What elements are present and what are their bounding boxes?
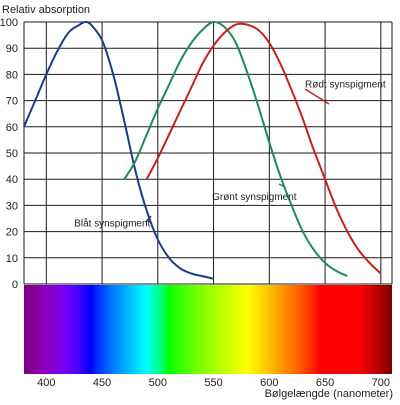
series-annotation: Grønt synspigment: [212, 192, 297, 203]
y-tick-label: 0: [12, 279, 18, 291]
y-tick-label: 50: [6, 148, 18, 160]
x-tick-label: 600: [260, 377, 278, 389]
y-axis-title: Relativ absorption: [2, 4, 90, 16]
blue-pigment-curve: [23, 20, 214, 280]
y-tick-label: 90: [6, 43, 18, 55]
y-tick-label: 100: [0, 17, 18, 29]
y-tick-label: 40: [6, 174, 18, 186]
series-group: [23, 20, 382, 280]
annotation-leader: [278, 183, 286, 188]
x-tick-label: 550: [204, 377, 222, 389]
y-tick-label: 70: [6, 96, 18, 108]
x-tick-label: 700: [372, 377, 390, 389]
x-tick-label: 450: [93, 377, 111, 389]
y-tick-label: 60: [6, 122, 18, 134]
x-axis-title: Bølgelængde (nanometer): [265, 388, 393, 400]
series-annotation: Rødt synspigment: [305, 80, 386, 91]
annotation-leader: [304, 88, 330, 105]
x-tick-label: 650: [316, 377, 334, 389]
series-annotation: Blåt synspigment: [74, 217, 150, 229]
spectrum-bar: [24, 285, 392, 374]
axes: 0 10 20 30 40 50 60 70 80 90 100 400 450 500 550 600 650…: [0, 17, 390, 389]
y-tick-label: 30: [6, 200, 18, 212]
green-pigment-curve: [123, 20, 348, 278]
y-tick-label: 20: [6, 227, 18, 239]
x-tick-label: 500: [149, 377, 167, 389]
spectrum-bar-group: [24, 285, 392, 374]
y-tick-label: 10: [6, 253, 18, 265]
grid: [23, 21, 393, 285]
y-tick-label: 80: [6, 69, 18, 81]
x-tick-label: 400: [37, 377, 55, 389]
labels-group: Rødt synspigment Grønt synspigment Blåt sy…: [74, 80, 386, 230]
red-pigment-curve: [145, 22, 382, 275]
annotation-leader: [145, 215, 152, 223]
